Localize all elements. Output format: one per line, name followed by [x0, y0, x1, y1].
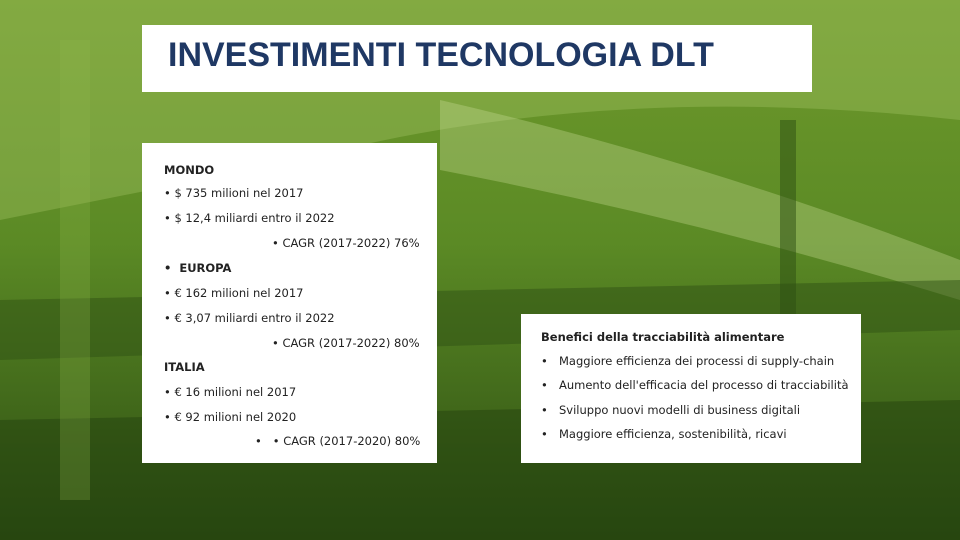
region-heading: ITALIA	[164, 360, 205, 374]
panel-title: Benefici della tracciabilità alimentare	[541, 330, 785, 344]
title-box: INVESTIMENTI TECNOLOGIA DLT	[142, 25, 812, 92]
bullet-item: Maggiore efficienza, sostenibilità, rica…	[541, 427, 787, 441]
region-heading: MONDO	[164, 163, 215, 177]
slide-title: INVESTIMENTI TECNOLOGIA DLT	[168, 36, 714, 74]
text-line: • CAGR (2017-2022) 80%	[272, 336, 420, 350]
text-line: • $ 735 milioni nel 2017	[164, 186, 304, 200]
text-line: • • CAGR (2017-2020) 80%	[255, 434, 421, 448]
text-line: • CAGR (2017-2022) 76%	[272, 236, 420, 250]
text-line: • € 162 milioni nel 2017	[164, 286, 304, 300]
text-line: • € 3,07 miliardi entro il 2022	[164, 311, 335, 325]
region-heading: • EUROPA	[164, 261, 232, 275]
bullet-item: Sviluppo nuovi modelli di business digit…	[541, 403, 800, 417]
bullet-item: Aumento dell'efficacia del processo di t…	[541, 378, 849, 392]
text-line: • € 16 milioni nel 2017	[164, 385, 297, 399]
benefits-panel: Benefici della tracciabilità alimentare …	[521, 314, 861, 463]
text-line: • € 92 milioni nel 2020	[164, 410, 297, 424]
bullet-item: Maggiore efficienza dei processi di supp…	[541, 354, 834, 368]
text-line: • $ 12,4 miliardi entro il 2022	[164, 211, 335, 225]
market-panel: MONDO • $ 735 milioni nel 2017 • $ 12,4 …	[142, 143, 437, 463]
